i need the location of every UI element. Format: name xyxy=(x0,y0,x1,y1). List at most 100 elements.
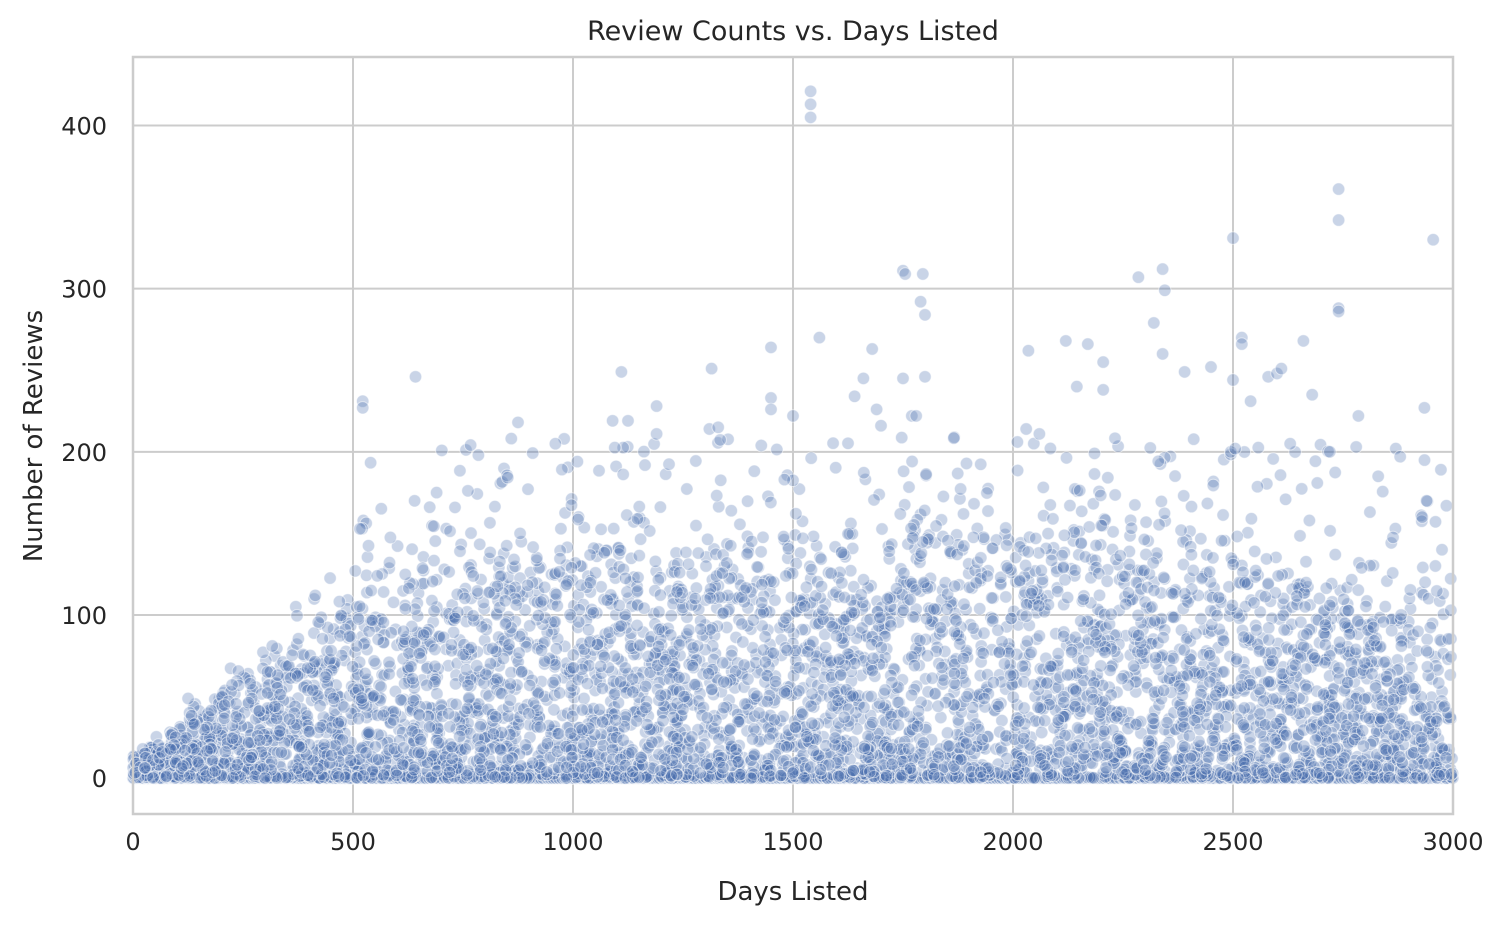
data-point xyxy=(966,621,980,635)
data-point xyxy=(514,665,529,679)
data-point xyxy=(967,497,981,511)
data-point xyxy=(252,704,266,718)
data-point xyxy=(513,526,527,541)
data-point xyxy=(916,736,930,750)
data-point xyxy=(980,486,994,500)
data-point xyxy=(1051,646,1066,661)
data-point xyxy=(1041,526,1055,541)
data-point xyxy=(1176,705,1190,719)
data-point xyxy=(1180,668,1195,682)
data-point xyxy=(1063,498,1077,513)
data-point xyxy=(560,577,574,591)
data-point xyxy=(1265,654,1280,668)
data-point xyxy=(490,672,504,686)
data-point xyxy=(549,587,563,602)
data-point xyxy=(1277,751,1291,765)
data-point xyxy=(940,726,955,740)
data-point xyxy=(746,613,760,627)
data-point xyxy=(552,727,566,741)
data-point xyxy=(1154,494,1169,509)
data-point xyxy=(1127,659,1141,673)
data-point xyxy=(813,762,828,777)
data-point xyxy=(613,543,628,557)
data-point xyxy=(1146,711,1160,726)
data-point xyxy=(464,526,478,540)
data-point xyxy=(992,645,1006,659)
data-point xyxy=(1032,599,1046,613)
data-point xyxy=(789,507,803,521)
data-point xyxy=(1177,489,1191,503)
data-point xyxy=(927,602,941,616)
data-point xyxy=(1214,534,1229,548)
data-point xyxy=(1020,634,1035,648)
data-point xyxy=(1148,614,1162,628)
data-point xyxy=(1057,695,1071,709)
data-point xyxy=(717,675,731,689)
data-point xyxy=(648,554,663,569)
data-point xyxy=(768,593,782,607)
data-point xyxy=(1097,724,1111,738)
data-point xyxy=(550,599,564,613)
data-point xyxy=(442,565,456,579)
data-point xyxy=(422,720,437,734)
data-point xyxy=(960,689,974,704)
data-point xyxy=(1416,560,1430,575)
data-point xyxy=(343,753,358,768)
data-point xyxy=(1338,616,1352,630)
data-point xyxy=(925,671,939,685)
data-point xyxy=(1071,721,1085,735)
data-point xyxy=(1031,700,1045,714)
data-point xyxy=(857,700,871,715)
data-point xyxy=(334,608,348,623)
data-point xyxy=(1060,668,1075,682)
data-point xyxy=(805,687,819,701)
data-point xyxy=(540,737,555,751)
data-point xyxy=(762,732,776,746)
data-point xyxy=(1262,633,1276,647)
data-point xyxy=(1430,714,1444,728)
data-point xyxy=(1439,751,1453,765)
data-point xyxy=(1256,694,1271,708)
data-point xyxy=(218,745,233,759)
data-point xyxy=(1043,441,1058,456)
data-point xyxy=(686,641,700,655)
data-point xyxy=(1300,627,1314,641)
data-point xyxy=(427,604,441,618)
data-point xyxy=(181,691,195,706)
data-point xyxy=(940,602,954,616)
data-point xyxy=(1202,565,1217,579)
data-point xyxy=(1359,599,1373,614)
data-point xyxy=(999,729,1013,743)
data-point xyxy=(1098,645,1112,659)
data-point xyxy=(1024,645,1038,659)
data-point xyxy=(1216,633,1231,647)
data-point xyxy=(814,552,828,566)
data-point xyxy=(217,711,232,725)
data-point xyxy=(1064,645,1079,659)
data-point xyxy=(653,500,668,514)
data-point xyxy=(1332,635,1347,649)
data-point xyxy=(1277,623,1291,637)
data-point xyxy=(554,522,568,536)
data-point xyxy=(1224,698,1238,713)
data-point xyxy=(779,611,793,625)
data-point xyxy=(689,518,703,533)
data-point xyxy=(386,595,401,609)
data-point xyxy=(804,562,819,577)
data-point xyxy=(1337,751,1352,765)
data-point xyxy=(1366,620,1381,634)
data-point xyxy=(500,539,514,553)
data-point xyxy=(577,691,591,706)
data-point xyxy=(1411,624,1425,638)
data-point xyxy=(652,605,666,619)
data-point xyxy=(1068,699,1082,714)
data-point xyxy=(1262,621,1276,635)
data-point xyxy=(1328,547,1343,562)
data-point xyxy=(225,678,239,692)
data-point xyxy=(951,466,965,481)
data-point xyxy=(290,609,304,623)
data-point xyxy=(564,561,579,575)
data-point xyxy=(1349,642,1363,657)
data-point xyxy=(1444,650,1458,664)
data-point xyxy=(523,619,537,633)
